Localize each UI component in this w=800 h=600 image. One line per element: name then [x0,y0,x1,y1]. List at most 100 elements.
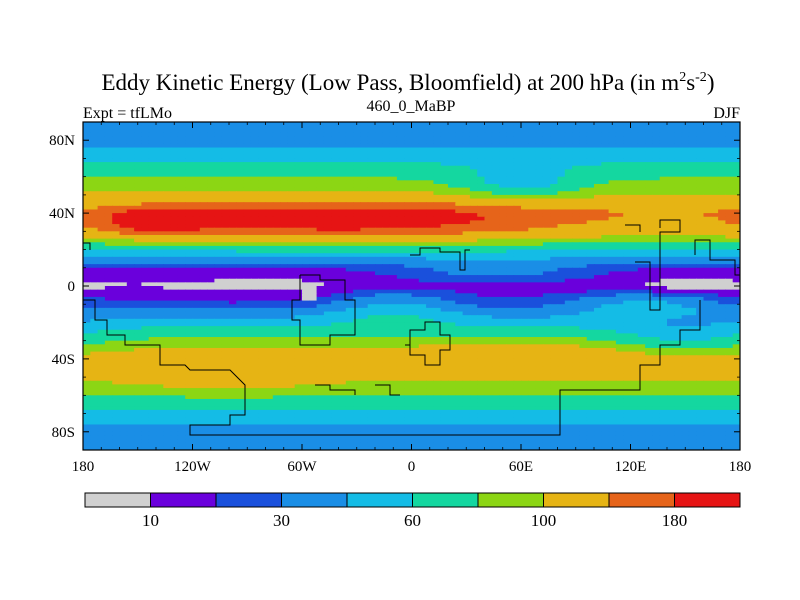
field-cell [725,282,734,287]
eddy-kinetic-energy-field [83,122,740,450]
field-cell [265,278,274,283]
field-cell [688,194,697,200]
field-cell [659,304,668,309]
field-cell [229,242,237,247]
field-cell [521,176,529,181]
field-cell [528,267,537,273]
field-cell [207,282,215,287]
field-cell [477,224,486,229]
field-cell [280,158,288,163]
field-cell [250,132,259,138]
field-cell [83,140,91,145]
field-cell [375,311,383,316]
field-cell [637,293,646,298]
field-cell [272,169,281,174]
field-cell [338,322,347,327]
field-cell [185,322,194,327]
field-cell [433,216,442,221]
field-cell [491,162,500,167]
field-cell [316,300,325,305]
field-cell [280,216,288,221]
field-cell [83,165,91,170]
field-cell [243,256,252,262]
field-cell [141,322,150,327]
field-cell [506,129,515,134]
field-cell [681,129,690,134]
field-cell [637,216,646,221]
field-cell [272,132,281,138]
field-cell [542,296,551,302]
field-cell [302,169,310,174]
field-cell [280,286,288,291]
field-cell [586,209,595,214]
field-cell [119,231,128,236]
field-cell [688,264,697,269]
field-cell [250,318,259,324]
field-cell [83,286,91,291]
field-cell [652,169,661,174]
field-cell [229,176,237,181]
field-cell [309,151,318,156]
field-cell [331,227,340,232]
field-cell [367,271,376,276]
field-cell [448,176,456,181]
field-cell [156,245,164,251]
field-cell [594,271,602,276]
field-cell [564,202,573,207]
field-cell [287,213,296,218]
field-cell [718,304,726,309]
field-cell [331,173,340,178]
field-cell [637,162,646,167]
field-cell [528,293,537,298]
field-cell [572,205,580,211]
field-cell [572,216,580,221]
field-cell [608,227,617,232]
field-cell [126,173,135,178]
field-cell [608,173,617,178]
field-cell [192,293,201,298]
field-cell [185,300,194,305]
field-cell [718,238,726,243]
field-cell [564,169,573,174]
field-cell [601,158,610,163]
field-cell [703,158,712,163]
field-cell [148,245,157,251]
field-cell [418,311,427,316]
field-cell [615,249,624,254]
field-cell [440,267,449,273]
field-cell [645,275,653,280]
field-cell [688,136,697,141]
field-cell [710,165,719,170]
field-cell [207,162,215,167]
field-cell [192,245,201,251]
field-cell [484,187,493,192]
field-cell [141,256,150,262]
field-cell [608,176,617,181]
field-cell [316,191,325,196]
field-cell [557,238,566,243]
field-cell [630,311,639,316]
field-cell [674,231,683,236]
field-cell [375,151,383,156]
field-cell [688,198,697,203]
field-cell [630,198,639,203]
field-cell [302,315,310,320]
field-cell [630,136,639,141]
field-cell [513,173,522,178]
field-cell [564,278,573,283]
field-cell [316,183,325,189]
field-cell [134,198,142,203]
field-cell [535,147,544,152]
field-cell [557,173,566,178]
field-cell [309,180,318,185]
field-cell [615,180,624,185]
field-cell [104,238,113,243]
field-cell [83,264,91,269]
field-cell [243,224,252,229]
field-cell [703,187,712,192]
field-cell [221,154,230,160]
field-cell [433,231,442,236]
field-cell [199,234,208,240]
field-cell [323,176,332,181]
field-cell [652,260,661,265]
